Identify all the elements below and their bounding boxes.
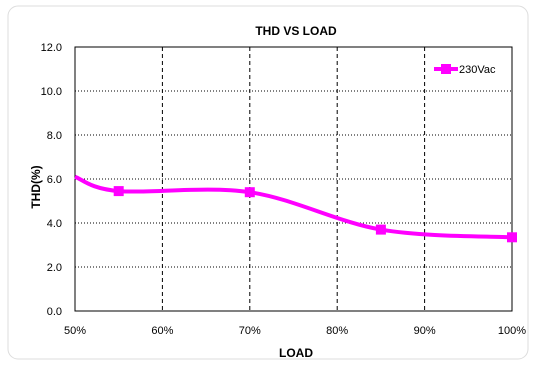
y-axis-label: THD(%) [29,165,43,208]
data-point-marker [507,232,517,243]
x-tick-label: 100% [498,325,526,337]
legend: 230Vac [434,64,496,76]
x-tick-label: 90% [414,325,436,337]
x-axis-label: LOAD [279,346,313,360]
legend-marker [441,64,451,74]
y-tick-label: 12.0 [41,42,62,54]
series-layer [74,174,517,243]
chart-border [7,5,529,360]
chart-title: THD VS LOAD [255,24,337,38]
plot-frame [74,46,513,312]
y-tick-labels: 0.0 2.0 4.0 6.0 8.0 10.0 12.0 [41,42,62,318]
x-tick-label: 80% [326,325,348,337]
data-point-marker [375,224,386,235]
y-tick-label: 8.0 [47,130,62,142]
x-tick-label: 70% [239,325,261,337]
y-tick-label: 0.0 [47,306,62,318]
y-tick-label: 2.0 [47,262,62,274]
y-tick-label: 6.0 [47,174,62,186]
data-point-marker [113,186,124,197]
grid-layer [75,47,512,311]
y-tick-label: 10.0 [41,86,62,98]
data-point-marker [244,187,255,198]
x-tick-label: 50% [64,325,86,337]
x-tick-label: 60% [151,325,173,337]
y-tick-label: 4.0 [47,218,62,230]
x-tick-labels: 50% 60% 70% 80% 90% 100% [64,325,526,337]
legend-label: 230Vac [459,64,496,76]
